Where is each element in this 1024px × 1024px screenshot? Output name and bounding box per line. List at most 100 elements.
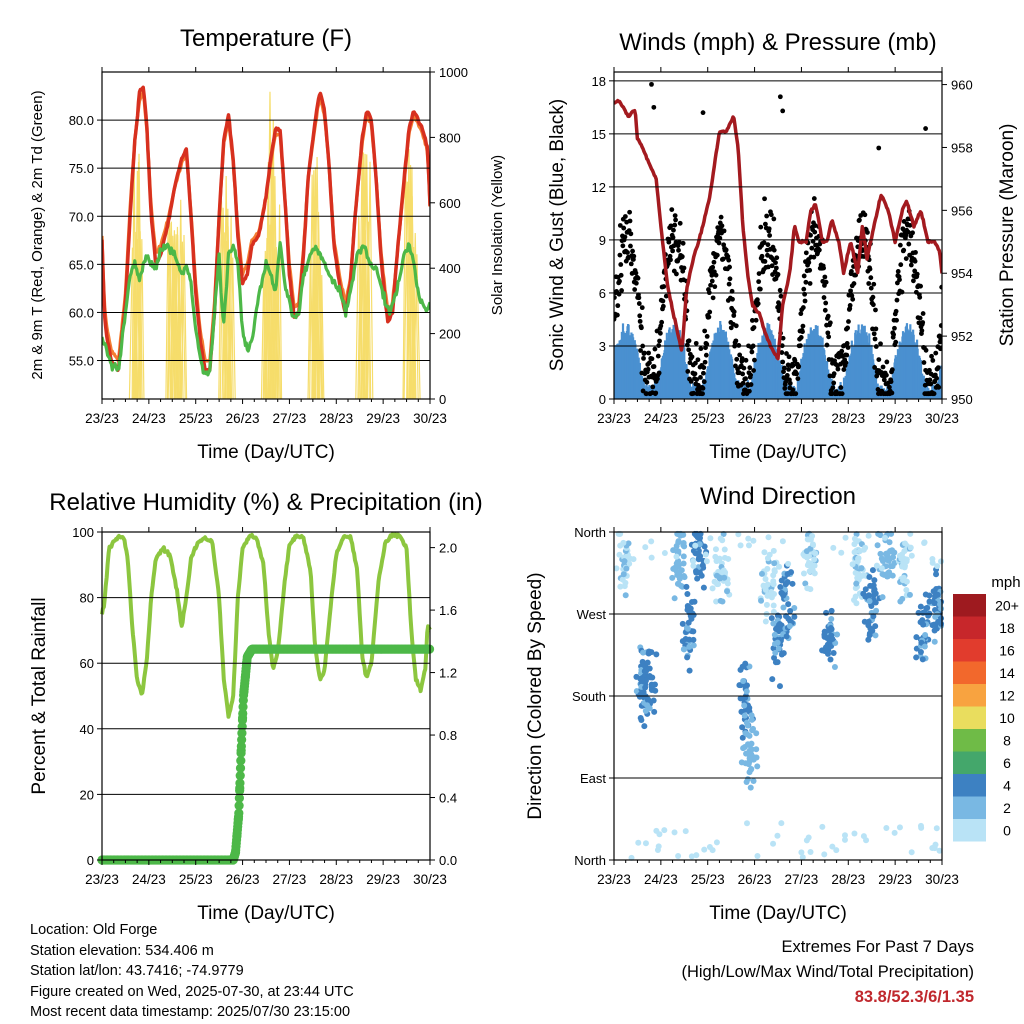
direction-point	[692, 542, 699, 549]
direction-point	[762, 576, 769, 583]
gust-point	[821, 295, 827, 300]
insolation-spike	[311, 196, 319, 399]
direction-point	[785, 601, 792, 608]
gust-point	[894, 317, 899, 323]
x-tick-label: 25/23	[691, 411, 725, 426]
gust-point	[630, 248, 635, 254]
direction-point	[735, 531, 742, 538]
gust-point	[737, 352, 743, 358]
direction-point	[774, 659, 781, 666]
direction-point	[834, 631, 841, 638]
direction-point	[676, 575, 683, 582]
temperature-xlabel: Time (Day/UTC)	[197, 442, 335, 463]
direction-point	[933, 571, 940, 578]
direction-point	[873, 562, 880, 569]
direction-point	[779, 538, 786, 545]
gust-point	[748, 382, 754, 387]
gust-point	[823, 300, 829, 306]
gust-point	[619, 288, 624, 293]
direction-point	[765, 534, 772, 541]
direction-point	[776, 683, 783, 690]
gust-point	[871, 281, 877, 287]
direction-point	[702, 551, 709, 558]
gust-point	[681, 265, 687, 271]
direction-point	[689, 598, 696, 605]
gust-point	[677, 220, 683, 226]
direction-point	[896, 824, 903, 831]
plot-area	[102, 72, 430, 399]
axes: North East South West North 23/23 24/23 25/23 26…	[572, 525, 959, 887]
y-tick-label: 70.0	[69, 209, 94, 224]
y-tick-label: 65.0	[69, 257, 94, 272]
direction-point	[771, 567, 778, 574]
direction-point	[703, 558, 710, 565]
direction-point	[694, 575, 701, 582]
direction-ylabel: Direction (Colored By Speed)	[525, 572, 546, 819]
y2-tick-label: 950	[951, 392, 973, 407]
x-tick-label: 27/23	[273, 411, 307, 426]
direction-point	[823, 609, 830, 616]
direction-point	[929, 555, 936, 562]
direction-point	[739, 724, 746, 731]
direction-point	[684, 654, 691, 661]
y-tick-label: North	[574, 853, 606, 868]
gust-point	[876, 357, 882, 363]
legend-label: 14	[999, 665, 1015, 681]
gust-point	[933, 350, 939, 356]
x-tick-label: 29/23	[878, 872, 912, 887]
direction-point	[712, 546, 719, 553]
gust-point	[794, 371, 800, 377]
precip-point	[237, 715, 248, 725]
gust-point	[711, 259, 717, 265]
gust-point	[658, 323, 664, 329]
gust-point	[632, 287, 638, 292]
direction-point	[746, 663, 753, 670]
x-tick-label: 26/23	[226, 872, 260, 887]
direction-point	[754, 763, 761, 770]
direction-point	[693, 568, 700, 575]
gust-point	[844, 352, 850, 358]
direction-point	[774, 832, 781, 839]
direction-point	[849, 561, 856, 568]
winds-pressure-panel: Winds (mph) & Pressure (mb) Time (Day/UT…	[547, 29, 1018, 463]
plot-frame	[101, 71, 431, 400]
gust-point	[849, 268, 854, 274]
direction-point	[642, 544, 649, 551]
direction-point	[855, 555, 862, 562]
direction-point	[931, 627, 938, 634]
gust-point	[806, 260, 812, 265]
direction-point	[622, 592, 629, 599]
x-tick-label: 30/23	[413, 411, 447, 426]
direction-point	[737, 542, 744, 549]
gust-point	[873, 307, 878, 313]
gust-point	[668, 257, 673, 263]
gust-point	[698, 375, 703, 380]
legend-swatch	[953, 706, 986, 729]
gust-point	[706, 314, 712, 320]
direction-point	[763, 601, 770, 608]
winds-xlabel: Time (Day/UTC)	[709, 442, 847, 463]
gust-point	[686, 347, 692, 353]
gust-point	[801, 286, 807, 292]
gust-point	[718, 214, 724, 220]
direction-point	[771, 590, 778, 597]
gust-point	[636, 301, 642, 306]
direction-point	[690, 562, 697, 569]
gust-point	[639, 305, 645, 311]
gust-point	[927, 367, 932, 373]
wind-direction-panel: Wind Direction Time (Day/UTC) Direction …	[525, 483, 1021, 924]
direction-point	[877, 550, 884, 557]
legend-swatch	[953, 729, 986, 752]
gust-point	[762, 196, 767, 202]
direction-point	[690, 558, 697, 565]
x-tick-label: 24/23	[644, 411, 678, 426]
gust-point	[754, 297, 760, 303]
direction-point	[802, 580, 809, 587]
gust-point	[798, 335, 804, 340]
gust-point	[822, 307, 828, 313]
gust-point	[884, 372, 889, 378]
gust-point	[614, 312, 620, 318]
direction-point	[889, 572, 896, 579]
direction-point	[643, 668, 650, 675]
direction-point	[745, 761, 752, 768]
